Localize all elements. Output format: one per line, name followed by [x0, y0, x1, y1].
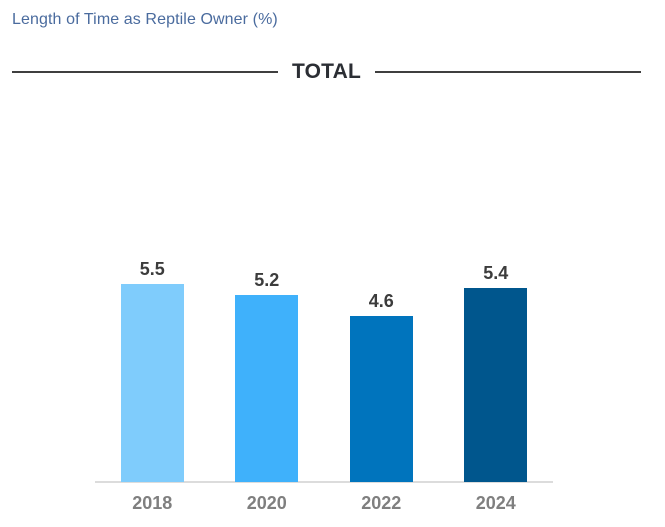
- section-divider: TOTAL: [12, 60, 642, 84]
- chart-title: Length of Time as Reptile Owner (%): [12, 11, 278, 28]
- bar-2022: [349, 316, 413, 482]
- x-axis-label-2024: 2024: [475, 493, 516, 513]
- bar-2020: [235, 294, 299, 482]
- bar-value-label-2022: 4.6: [368, 291, 394, 312]
- section-label: TOTAL: [291, 60, 362, 83]
- bar-2018: [120, 284, 184, 482]
- bar-2024: [464, 287, 528, 482]
- x-axis-label-2020: 2020: [246, 493, 287, 513]
- divider-line-right: [375, 71, 642, 73]
- x-axis-label-2018: 2018: [132, 493, 173, 513]
- x-axis-label-2022: 2022: [361, 493, 402, 513]
- bar-value-label-2020: 5.2: [254, 269, 280, 290]
- bar-value-label-2018: 5.5: [139, 259, 165, 279]
- bar-value-label-2024: 5.4: [483, 262, 509, 283]
- divider-line-left: [12, 71, 278, 73]
- x-axis-line: [95, 481, 553, 483]
